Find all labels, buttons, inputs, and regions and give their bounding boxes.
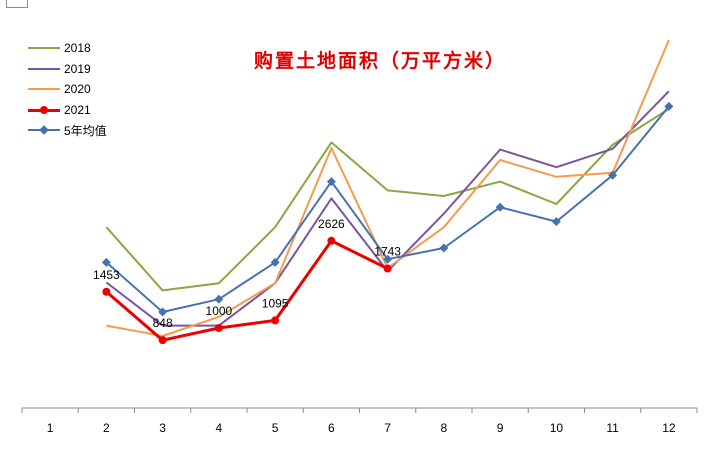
data-label: 1453 bbox=[93, 268, 120, 282]
series-4-point bbox=[608, 170, 618, 180]
series-3-point bbox=[158, 336, 167, 345]
series-3-point bbox=[214, 324, 223, 332]
data-label: 2626 bbox=[318, 217, 345, 231]
series-3-point bbox=[271, 316, 280, 325]
series-4-point bbox=[551, 217, 561, 227]
legend-item: 2020 bbox=[28, 79, 107, 100]
data-label: 1000 bbox=[206, 304, 233, 318]
series-4-point bbox=[495, 202, 505, 212]
series-2-line bbox=[106, 39, 670, 337]
x-tick-label: 7 bbox=[384, 421, 391, 435]
data-label: 848 bbox=[153, 316, 173, 330]
legend-item: 2019 bbox=[28, 59, 107, 80]
series-3-point bbox=[327, 236, 336, 245]
legend-label: 5年均值 bbox=[64, 123, 107, 138]
series-4-point bbox=[664, 101, 674, 111]
legend-item: 5年均值 bbox=[28, 120, 107, 141]
chart-title: 购置土地面积（万平方米） bbox=[253, 50, 506, 72]
series-1-line bbox=[105, 90, 670, 327]
series-4-point bbox=[439, 243, 449, 253]
legend-label: 2021 bbox=[64, 102, 91, 117]
legend-item: 2021 bbox=[28, 100, 107, 121]
x-tick-label: 6 bbox=[328, 421, 335, 435]
data-label: 1743 bbox=[374, 245, 401, 259]
legend-line bbox=[28, 47, 60, 50]
legend: 2018 2019 2020 2021 5年均值 bbox=[28, 38, 107, 141]
corner-frame bbox=[6, 0, 28, 8]
series-3-point bbox=[383, 264, 392, 273]
series-3-line bbox=[105, 239, 389, 342]
x-tick-label: 9 bbox=[497, 421, 504, 435]
x-tick-label: 10 bbox=[550, 421, 564, 435]
legend-line bbox=[28, 67, 60, 70]
series-4-point bbox=[383, 254, 393, 264]
legend-swatch bbox=[28, 42, 60, 54]
x-tick-label: 4 bbox=[216, 421, 223, 435]
legend-item: 2018 bbox=[28, 38, 107, 59]
series-0-line bbox=[105, 107, 670, 292]
x-tick-label: 11 bbox=[606, 421, 619, 435]
series-4-point bbox=[214, 294, 224, 304]
x-tick-label: 2 bbox=[103, 421, 110, 435]
legend-marker bbox=[40, 105, 48, 114]
legend-label: 2020 bbox=[64, 82, 91, 97]
series-4-point bbox=[158, 307, 168, 317]
legend-swatch bbox=[28, 83, 60, 95]
series-4-point bbox=[101, 257, 111, 267]
legend-label: 2019 bbox=[64, 61, 91, 76]
x-tick-label: 5 bbox=[272, 421, 279, 435]
series-4-point bbox=[270, 257, 280, 267]
x-tick-label: 1 bbox=[47, 421, 54, 435]
series-4-line bbox=[105, 105, 670, 313]
legend-label: 2018 bbox=[64, 41, 91, 56]
legend-swatch bbox=[28, 63, 60, 75]
series-3-point bbox=[102, 287, 111, 296]
legend-swatch bbox=[28, 104, 60, 116]
series-4-point bbox=[326, 177, 336, 187]
x-tick-label: 3 bbox=[159, 421, 166, 435]
x-tick-label: 12 bbox=[662, 421, 676, 435]
x-tick-label: 8 bbox=[441, 421, 448, 435]
data-label: 1095 bbox=[262, 296, 289, 310]
legend-line bbox=[28, 88, 60, 91]
legend-swatch bbox=[28, 124, 60, 136]
